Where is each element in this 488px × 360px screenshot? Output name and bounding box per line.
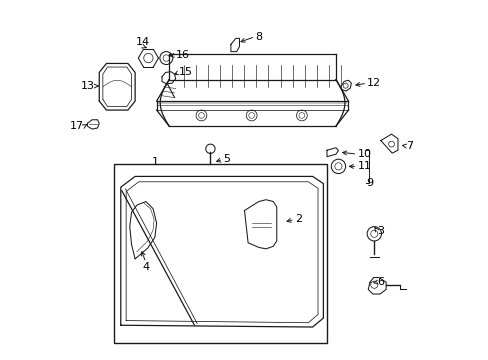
Text: 4: 4	[142, 262, 149, 273]
Text: 8: 8	[255, 32, 262, 41]
Text: 11: 11	[357, 161, 371, 171]
Text: 9: 9	[366, 178, 373, 188]
Bar	[113, 164, 326, 343]
Text: 3: 3	[376, 226, 384, 236]
Text: 13: 13	[81, 81, 94, 91]
Text: 17: 17	[70, 121, 83, 131]
Text: 10: 10	[357, 149, 371, 159]
Text: 1: 1	[151, 157, 158, 167]
Text: 15: 15	[179, 67, 193, 77]
Text: 5: 5	[223, 154, 229, 164]
Text: 6: 6	[376, 277, 384, 287]
Text: 14: 14	[136, 37, 150, 46]
Text: 12: 12	[366, 78, 381, 88]
Text: 7: 7	[405, 141, 412, 151]
Text: 2: 2	[294, 215, 301, 224]
Text: 16: 16	[175, 50, 189, 60]
